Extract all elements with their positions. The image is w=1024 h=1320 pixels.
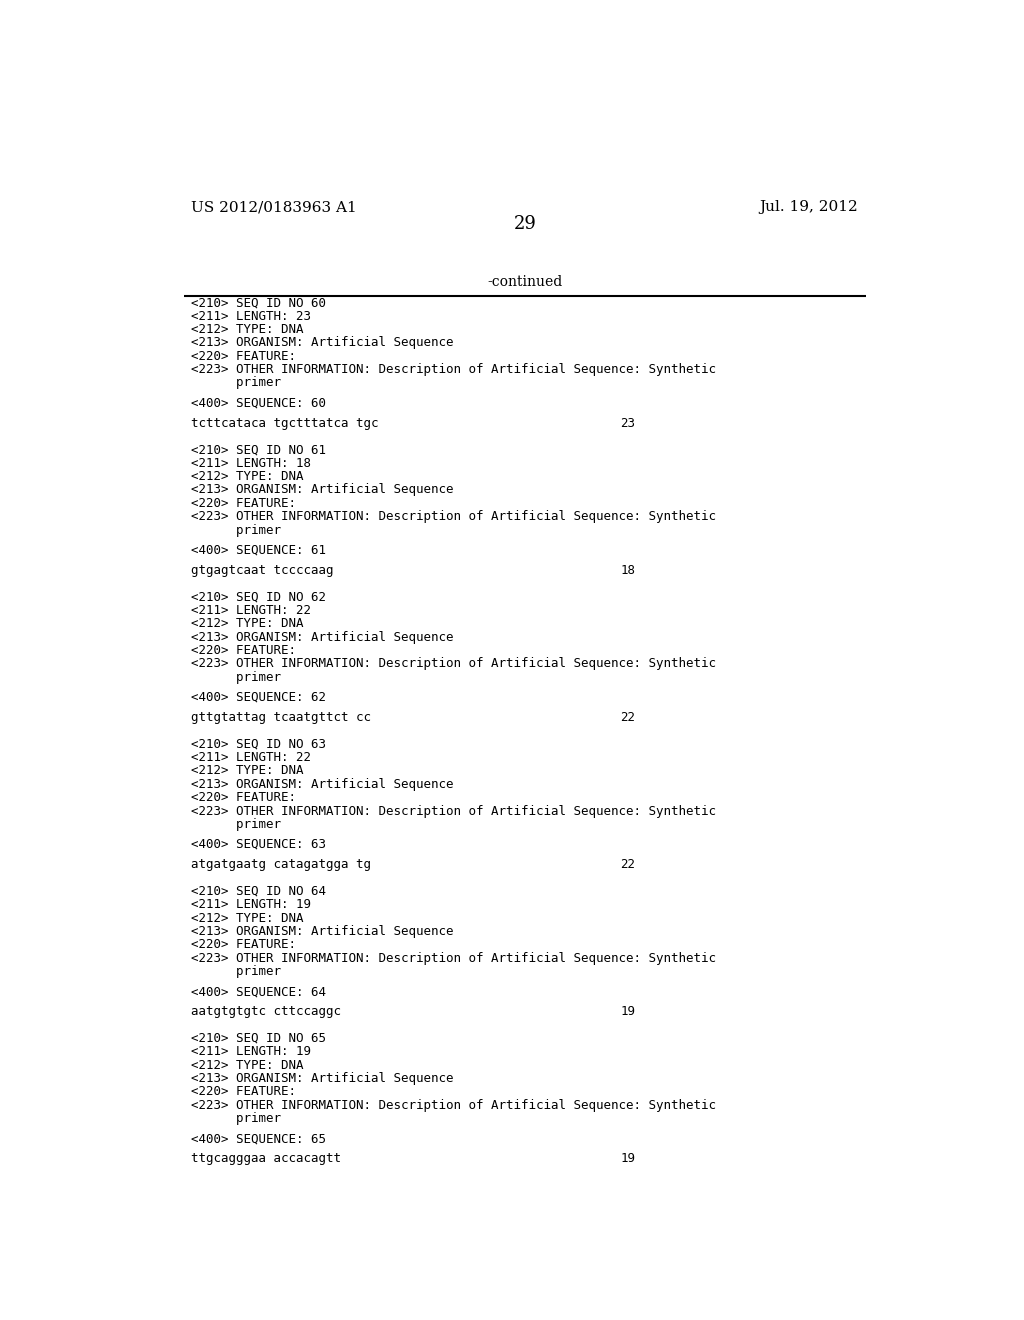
Text: -continued: -continued [487,276,562,289]
Text: <220> FEATURE:: <220> FEATURE: [191,1085,297,1098]
Text: <400> SEQUENCE: 61: <400> SEQUENCE: 61 [191,544,327,557]
Text: <211> LENGTH: 22: <211> LENGTH: 22 [191,603,311,616]
Text: <213> ORGANISM: Artificial Sequence: <213> ORGANISM: Artificial Sequence [191,631,454,644]
Text: primer: primer [191,671,282,684]
Text: <210> SEQ ID NO 60: <210> SEQ ID NO 60 [191,296,327,309]
Text: US 2012/0183963 A1: US 2012/0183963 A1 [191,201,357,214]
Text: 29: 29 [513,215,537,234]
Text: <210> SEQ ID NO 64: <210> SEQ ID NO 64 [191,884,327,898]
Text: <213> ORGANISM: Artificial Sequence: <213> ORGANISM: Artificial Sequence [191,777,454,791]
Text: <400> SEQUENCE: 64: <400> SEQUENCE: 64 [191,985,327,998]
Text: <210> SEQ ID NO 65: <210> SEQ ID NO 65 [191,1032,327,1045]
Text: 22: 22 [620,711,635,723]
Text: 18: 18 [620,564,635,577]
Text: <220> FEATURE:: <220> FEATURE: [191,791,297,804]
Text: <213> ORGANISM: Artificial Sequence: <213> ORGANISM: Artificial Sequence [191,1072,454,1085]
Text: tcttcataca tgctttatca tgc: tcttcataca tgctttatca tgc [191,417,379,429]
Text: <220> FEATURE:: <220> FEATURE: [191,496,297,510]
Text: primer: primer [191,524,282,537]
Text: <223> OTHER INFORMATION: Description of Artificial Sequence: Synthetic: <223> OTHER INFORMATION: Description of … [191,511,717,523]
Text: <210> SEQ ID NO 61: <210> SEQ ID NO 61 [191,444,327,457]
Text: 23: 23 [620,417,635,429]
Text: <212> TYPE: DNA: <212> TYPE: DNA [191,764,304,777]
Text: <223> OTHER INFORMATION: Description of Artificial Sequence: Synthetic: <223> OTHER INFORMATION: Description of … [191,363,717,376]
Text: ttgcagggaa accacagtt: ttgcagggaa accacagtt [191,1152,341,1166]
Text: 19: 19 [620,1152,635,1166]
Text: 19: 19 [620,1005,635,1018]
Text: <210> SEQ ID NO 62: <210> SEQ ID NO 62 [191,590,327,603]
Text: <400> SEQUENCE: 62: <400> SEQUENCE: 62 [191,690,327,704]
Text: <223> OTHER INFORMATION: Description of Artificial Sequence: Synthetic: <223> OTHER INFORMATION: Description of … [191,657,717,671]
Text: <223> OTHER INFORMATION: Description of Artificial Sequence: Synthetic: <223> OTHER INFORMATION: Description of … [191,1098,717,1111]
Text: primer: primer [191,1113,282,1125]
Text: <211> LENGTH: 18: <211> LENGTH: 18 [191,457,311,470]
Text: <212> TYPE: DNA: <212> TYPE: DNA [191,912,304,924]
Text: <211> LENGTH: 23: <211> LENGTH: 23 [191,310,311,322]
Text: <211> LENGTH: 19: <211> LENGTH: 19 [191,1045,311,1059]
Text: <223> OTHER INFORMATION: Description of Artificial Sequence: Synthetic: <223> OTHER INFORMATION: Description of … [191,804,717,817]
Text: atgatgaatg catagatgga tg: atgatgaatg catagatgga tg [191,858,372,871]
Text: <220> FEATURE:: <220> FEATURE: [191,939,297,952]
Text: <223> OTHER INFORMATION: Description of Artificial Sequence: Synthetic: <223> OTHER INFORMATION: Description of … [191,952,717,965]
Text: <212> TYPE: DNA: <212> TYPE: DNA [191,618,304,630]
Text: <210> SEQ ID NO 63: <210> SEQ ID NO 63 [191,738,327,751]
Text: <400> SEQUENCE: 63: <400> SEQUENCE: 63 [191,838,327,851]
Text: <212> TYPE: DNA: <212> TYPE: DNA [191,470,304,483]
Text: <211> LENGTH: 22: <211> LENGTH: 22 [191,751,311,764]
Text: <212> TYPE: DNA: <212> TYPE: DNA [191,1059,304,1072]
Text: <220> FEATURE:: <220> FEATURE: [191,644,297,657]
Text: 22: 22 [620,858,635,871]
Text: <211> LENGTH: 19: <211> LENGTH: 19 [191,898,311,911]
Text: <213> ORGANISM: Artificial Sequence: <213> ORGANISM: Artificial Sequence [191,337,454,350]
Text: primer: primer [191,818,282,830]
Text: primer: primer [191,965,282,978]
Text: <220> FEATURE:: <220> FEATURE: [191,350,297,363]
Text: <212> TYPE: DNA: <212> TYPE: DNA [191,323,304,337]
Text: gtgagtcaat tccccaag: gtgagtcaat tccccaag [191,564,334,577]
Text: <213> ORGANISM: Artificial Sequence: <213> ORGANISM: Artificial Sequence [191,925,454,939]
Text: <213> ORGANISM: Artificial Sequence: <213> ORGANISM: Artificial Sequence [191,483,454,496]
Text: <400> SEQUENCE: 60: <400> SEQUENCE: 60 [191,396,327,409]
Text: aatgtgtgtc cttccaggc: aatgtgtgtc cttccaggc [191,1005,341,1018]
Text: primer: primer [191,376,282,389]
Text: Jul. 19, 2012: Jul. 19, 2012 [760,201,858,214]
Text: <400> SEQUENCE: 65: <400> SEQUENCE: 65 [191,1133,327,1146]
Text: gttgtattag tcaatgttct cc: gttgtattag tcaatgttct cc [191,711,372,723]
